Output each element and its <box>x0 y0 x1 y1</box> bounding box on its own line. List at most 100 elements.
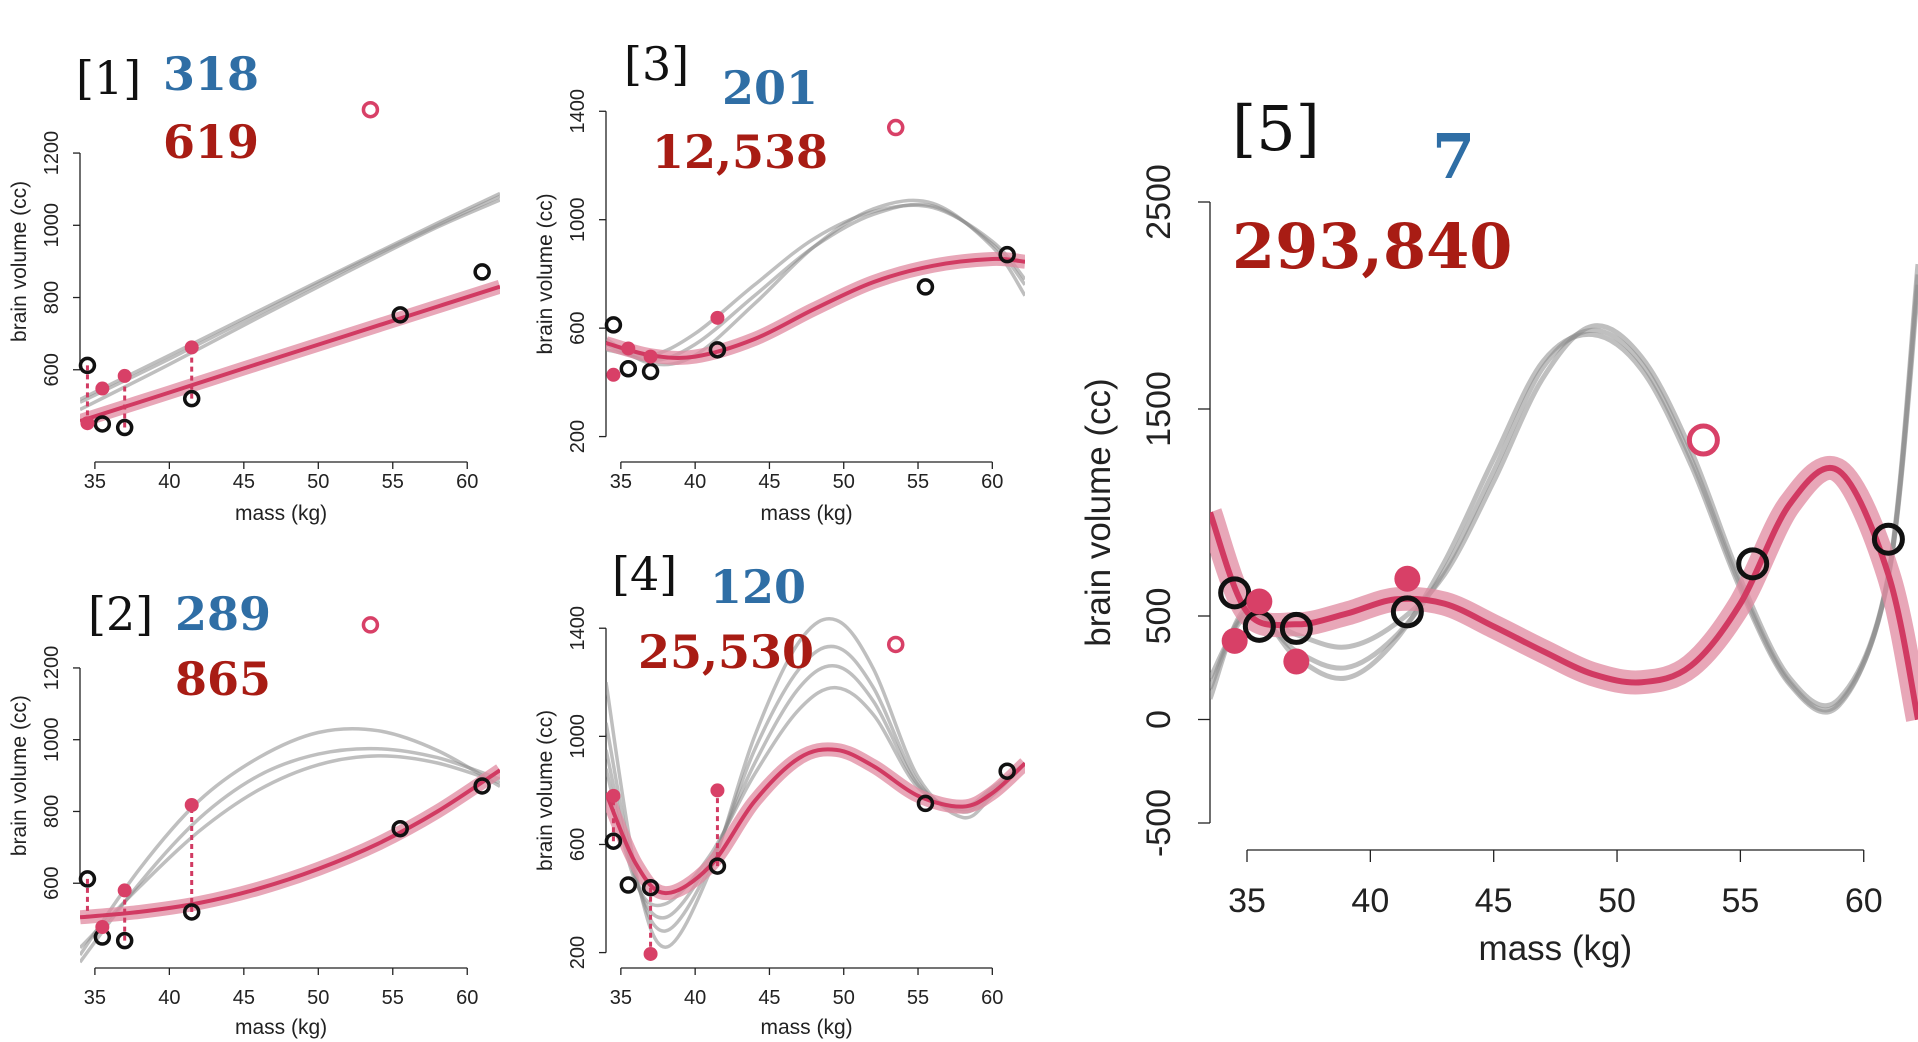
x-tick-label: 45 <box>758 987 780 1009</box>
data-point <box>619 876 638 894</box>
x-tick-label: 35 <box>610 987 632 1009</box>
score-red: 619 <box>163 115 259 169</box>
gray-fit-curve <box>606 663 1025 920</box>
fitted-point <box>95 920 110 935</box>
y-tick-label: 1000 <box>567 197 589 242</box>
test-point <box>361 616 380 634</box>
red-fit-curve <box>1210 465 1918 721</box>
score-blue: 201 <box>722 61 818 115</box>
x-tick-label: 40 <box>158 471 180 493</box>
y-tick-label: 500 <box>1140 588 1178 645</box>
data-point <box>1279 611 1313 645</box>
data-point <box>998 245 1016 264</box>
x-axis-label: mass (kg) <box>235 1016 327 1039</box>
data-point <box>604 316 623 334</box>
red-fit-curve <box>606 747 1025 896</box>
data-point <box>93 415 112 433</box>
y-tick-label: 1400 <box>567 89 589 134</box>
fitted-point <box>184 798 199 813</box>
fitted-point <box>95 381 110 396</box>
gray-fit-curve <box>80 198 500 412</box>
fitted-point <box>184 340 199 355</box>
y-tick-label: 600 <box>567 311 589 344</box>
y-axis-label: brain volume (cc) <box>8 695 31 856</box>
curves <box>80 191 500 428</box>
panel-number: [2] <box>88 587 153 641</box>
chart-panel-4: 35 40 45 50 55 60 200 600 1000 1400 mass (kg) brain… <box>534 547 1025 1039</box>
y-tick-label: 1500 <box>1140 371 1178 447</box>
x-tick-label: 55 <box>907 987 929 1009</box>
curves <box>606 617 1025 949</box>
chart-panel-5: 35 40 45 50 55 60 -500 0 500 1500 2500 mass (kg) bra… <box>1079 92 1918 968</box>
data-point <box>1218 576 1252 610</box>
gray-fit-curve <box>606 203 1025 358</box>
score-blue: 7 <box>1432 120 1475 193</box>
x-tick-label: 40 <box>684 987 706 1009</box>
x-axis-label: mass (kg) <box>760 1016 852 1039</box>
x-tick-label: 50 <box>307 987 329 1009</box>
gray-fit-curve <box>80 191 500 401</box>
y-tick-label: 2500 <box>1140 164 1178 240</box>
score-blue: 120 <box>710 560 806 614</box>
fitted-point <box>1283 648 1310 675</box>
data-point <box>1736 547 1770 581</box>
x-tick-label: 35 <box>610 471 632 493</box>
x-tick-label: 40 <box>158 987 180 1009</box>
red-fit-band <box>606 742 1025 901</box>
x-tick-label: 50 <box>833 987 855 1009</box>
x-tick-label: 50 <box>833 471 855 493</box>
chart-panel-1: 35 40 45 50 55 60 600 800 1000 1200 mass (kg) brain… <box>8 47 500 525</box>
fitted-point <box>643 349 658 364</box>
x-tick-label: 55 <box>382 471 404 493</box>
fitted-point <box>117 368 132 383</box>
data-point <box>115 418 134 437</box>
x-tick-label: 35 <box>1228 882 1266 920</box>
data-point <box>604 832 623 850</box>
gray-fit-curve <box>1210 284 1918 715</box>
data-point <box>78 870 97 888</box>
x-tick-label: 40 <box>684 471 706 493</box>
panel-number: [1] <box>76 51 141 105</box>
red-fit-band <box>1210 456 1918 722</box>
y-tick-label: 1200 <box>41 131 63 176</box>
data-point <box>1871 522 1905 556</box>
y-axis-label: brain volume (cc) <box>534 193 557 354</box>
fitted-point <box>643 946 658 961</box>
x-tick-label: 60 <box>1845 882 1883 920</box>
y-tick-label: 600 <box>567 828 589 861</box>
curves <box>80 727 500 964</box>
data-point <box>619 360 638 378</box>
panel-number: [5] <box>1232 92 1320 165</box>
x-tick-label: 60 <box>981 471 1003 493</box>
red-fit-curve <box>80 284 500 424</box>
score-red: 25,530 <box>638 625 814 679</box>
y-tick-label: 1000 <box>567 714 589 759</box>
chart-panel-3: 35 40 45 50 55 60 200 600 1000 1400 mass (kg) brain… <box>534 37 1025 525</box>
fitted-point <box>1246 588 1273 615</box>
score-red: 293,840 <box>1232 210 1512 283</box>
y-tick-label: 200 <box>567 936 589 969</box>
x-tick-label: 35 <box>84 987 106 1009</box>
red-fit-curve <box>606 256 1025 360</box>
data-point <box>182 903 201 921</box>
test-point <box>1686 423 1720 457</box>
y-axis-label: brain volume (cc) <box>1079 378 1118 646</box>
red-fit-band <box>80 764 500 925</box>
data-point <box>115 931 134 950</box>
y-tick-label: 800 <box>41 795 63 828</box>
panel-number: [3] <box>624 37 689 91</box>
x-tick-label: 60 <box>456 471 478 493</box>
gray-fit-curve <box>606 685 1025 908</box>
y-axis-label: brain volume (cc) <box>534 710 557 871</box>
x-axis-label: mass (kg) <box>235 502 327 525</box>
x-tick-label: 60 <box>456 987 478 1009</box>
data-point <box>641 362 660 381</box>
y-tick-label: 0 <box>1140 710 1178 729</box>
fitted-point <box>1394 565 1421 592</box>
score-red: 12,538 <box>652 125 828 179</box>
data-point <box>916 278 935 296</box>
score-blue: 318 <box>163 47 259 101</box>
y-tick-label: 1000 <box>41 203 63 248</box>
data-point <box>998 762 1016 780</box>
